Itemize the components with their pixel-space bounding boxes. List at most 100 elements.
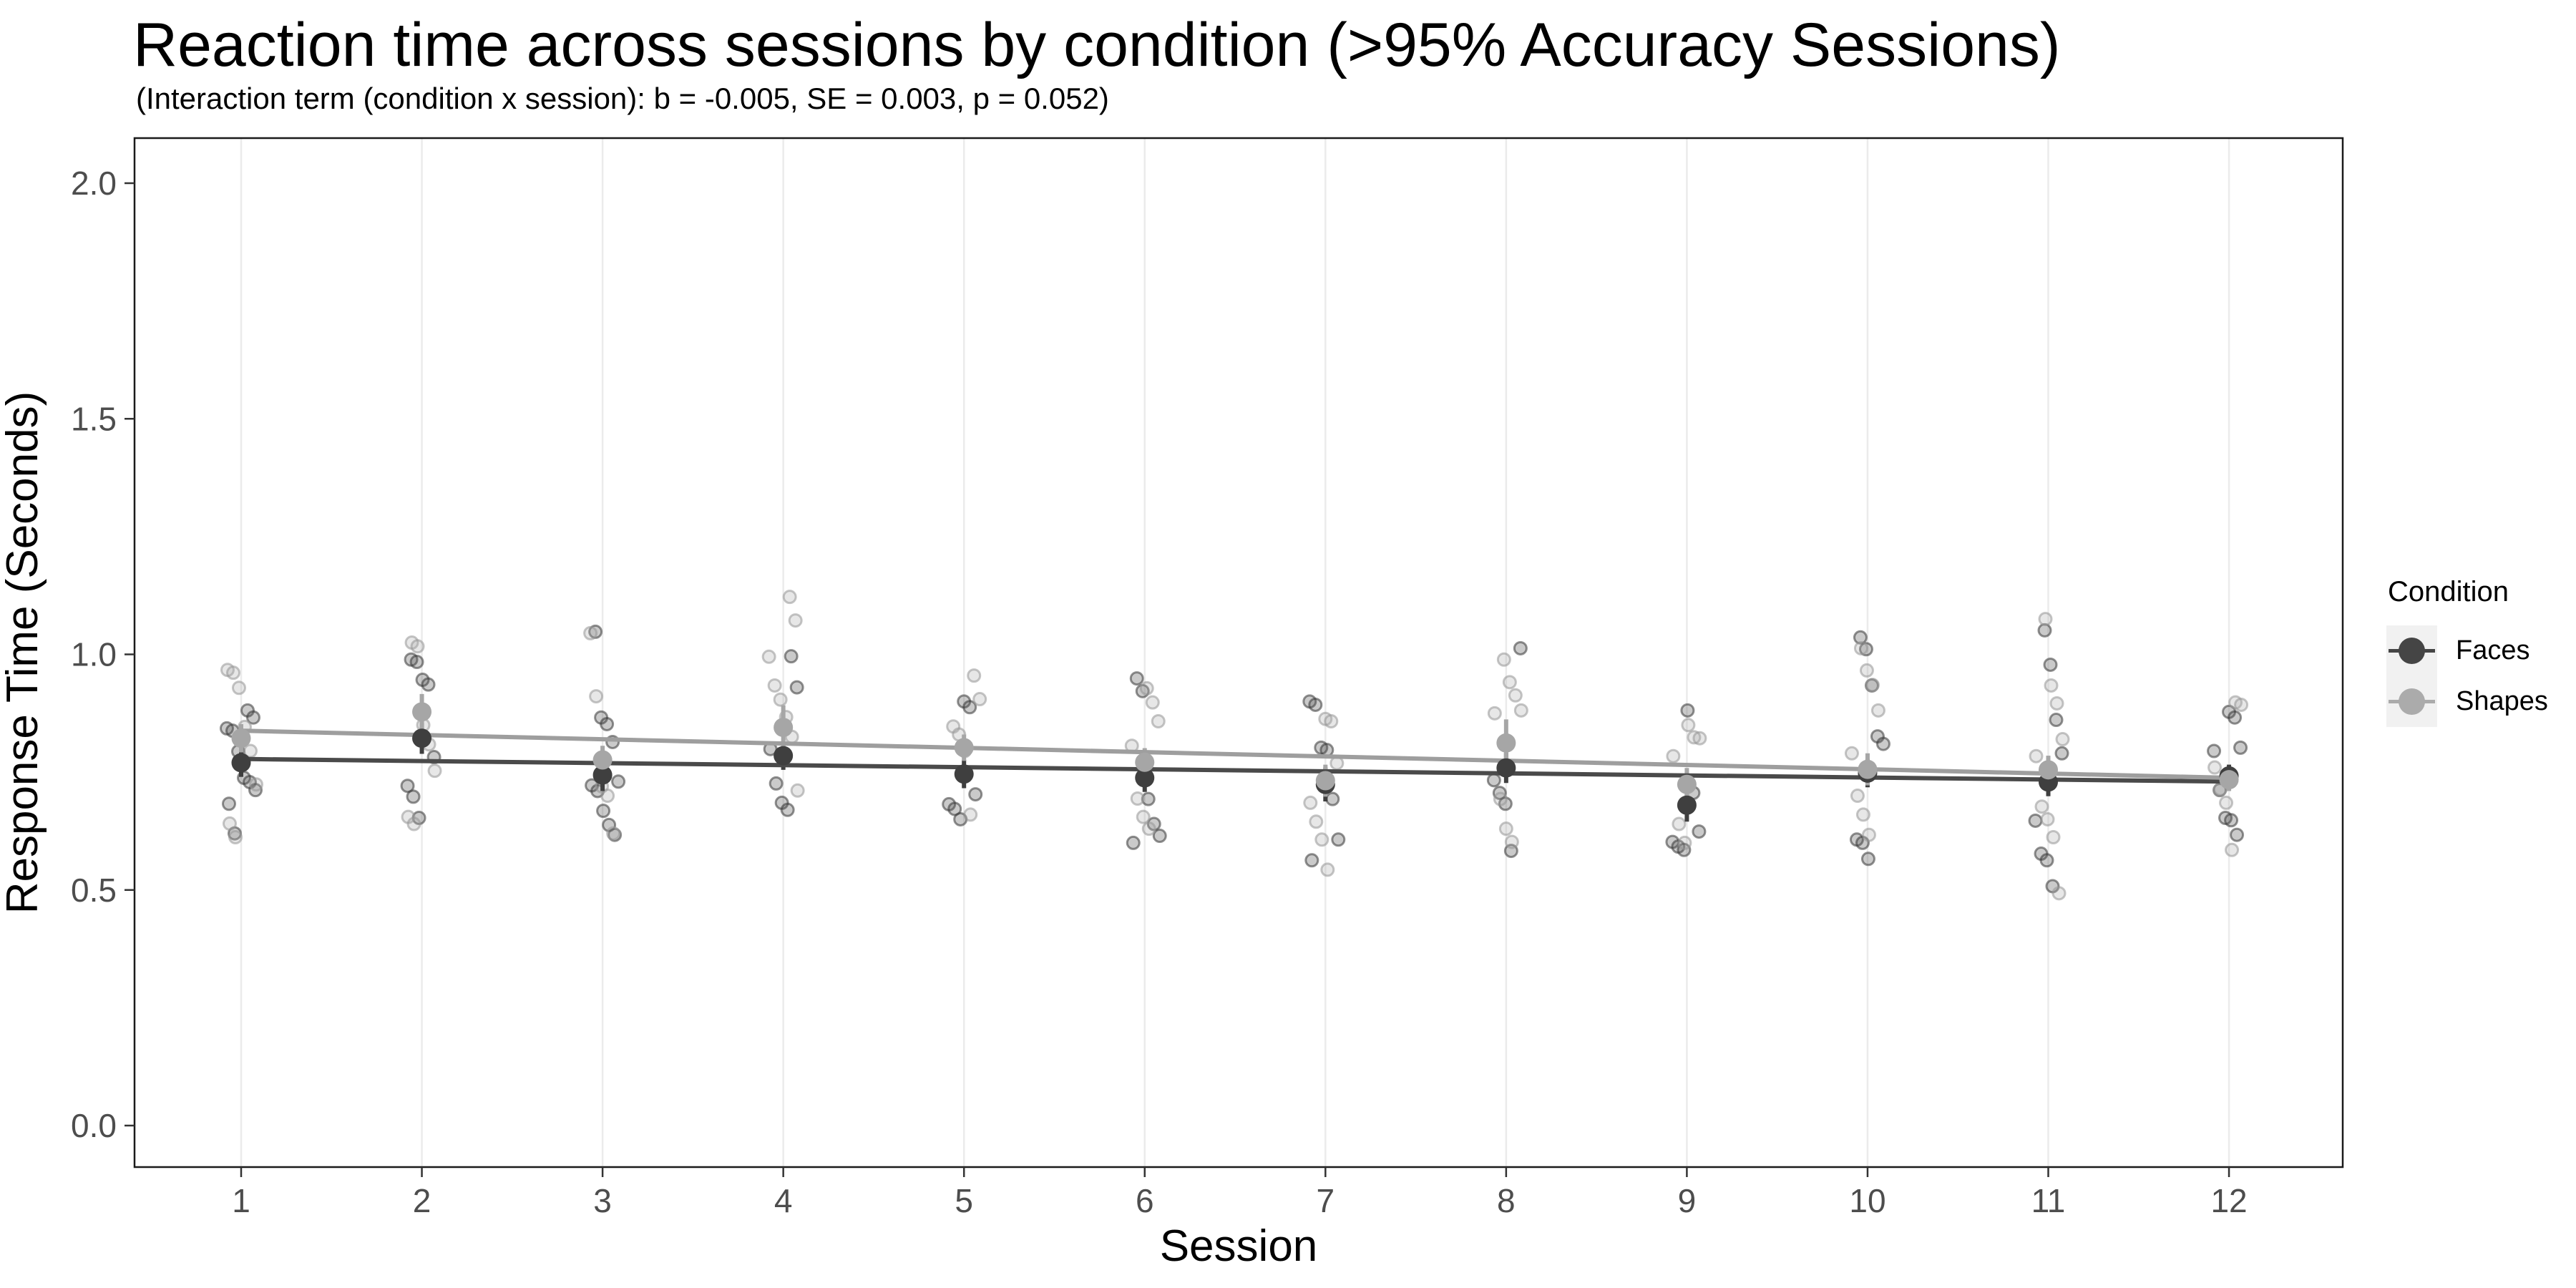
jitter-point [223,816,237,831]
jitter-point [2055,732,2070,747]
jitter-point [2051,886,2067,901]
legend-key-faces [2386,625,2437,676]
mean-point [1135,768,1155,788]
panel-border-layer [133,137,2344,1169]
jitter-point [249,777,263,792]
x-tick-label: 8 [1497,1182,1516,1219]
jitter-point [2043,657,2058,672]
jitter-point [2228,710,2243,725]
jitter-point [1324,714,1339,729]
jitter-point [1330,756,1345,771]
jitter-point [1151,714,1166,729]
jitter-point [2224,813,2239,828]
x-tick-label: 6 [1136,1182,1154,1219]
legend-item-faces[interactable]: Faces [2386,625,2576,676]
jitter-point [2225,842,2240,857]
jitter-point [1309,814,1324,829]
mean-point [1677,795,1697,815]
jitter-point [2230,827,2245,842]
panel-border [133,137,2344,1169]
jitter-point [1493,791,1508,806]
y-tick-label: 1.0 [71,636,117,673]
jitter-point [1145,695,1160,710]
jitter-point [789,680,804,695]
jitter-point [228,829,243,844]
mean-point [1315,771,1335,791]
x-tick-label: 5 [955,1182,973,1219]
jitter-point [2054,746,2069,761]
mean-point [1496,733,1516,753]
jitter-point [1870,703,1885,718]
jitter-point [2028,813,2043,828]
jitter-point [2219,795,2234,810]
jitter-point [606,826,621,841]
jitter-point [600,716,615,731]
legend-item-shapes[interactable]: Shapes [2386,676,2576,727]
jitter-point [1680,703,1695,718]
jitter-point [1496,652,1511,667]
legend-title: Condition [2388,576,2509,608]
mean-points-layer [231,702,2239,815]
mean-point [1677,774,1697,794]
x-tick-label: 10 [1849,1182,1885,1219]
y-tick-label: 1.5 [71,400,117,437]
x-tick-label: 12 [2210,1182,2247,1219]
jitter-point [1504,834,1519,849]
mean-point [1496,758,1516,778]
x-tick-label: 1 [232,1182,250,1219]
jitter-point [1304,853,1319,868]
jitter-point [1331,832,1346,847]
y-axis-title: Response Time (Seconds) [0,391,47,914]
jitter-point [409,655,424,670]
jitter-point [1692,731,1707,746]
x-tick-label: 7 [1317,1182,1335,1219]
legend: Condition Faces Shapes [2386,576,2576,727]
jitter-point [1875,736,1890,751]
jitter-point [1502,675,1517,690]
jitter-point [1320,862,1335,877]
jitter-point [1513,703,1528,718]
jitter-point [769,776,784,791]
jitter-point [1865,678,1880,693]
x-tick-label: 9 [1678,1182,1697,1219]
jitter-point [2233,740,2248,755]
jitter-point [1860,852,1875,867]
jitter-point [2040,811,2055,826]
jitter-point [589,689,604,704]
jitter-point [967,668,982,683]
jitter-point [226,665,240,680]
mean-point [231,728,251,748]
mean-point [774,746,794,766]
mean-point [2219,770,2239,790]
jitter-point [406,789,421,804]
jitter-point [611,774,626,789]
jitter-point [1308,697,1323,712]
jitter-point [972,692,987,707]
jitter-point [1855,807,1870,822]
mean-point [954,738,974,758]
jitter-point [232,680,246,696]
x-tick-label: 3 [593,1182,612,1219]
jitter-point [427,763,442,779]
trend-line [240,728,2230,781]
mean-point [1135,752,1155,772]
jitter-point [2038,612,2053,627]
jitter-point [773,692,788,707]
jitter-point [968,787,983,802]
jitter-point [2049,713,2064,728]
jitter-point [1859,663,1874,678]
error-bars-layer [239,693,2232,822]
jitter-point [1692,824,1707,839]
jitter-point [1314,832,1330,847]
jitter-point [421,677,436,692]
gridlines-layer [240,138,2230,1167]
jitter-point [1141,821,1156,836]
jitter-point [1850,789,1865,804]
mean-point [1858,759,1878,779]
jitter-point [246,710,260,725]
jitter-point [767,678,782,693]
jitter-point [2034,799,2049,814]
jitter-point [1126,835,1141,850]
